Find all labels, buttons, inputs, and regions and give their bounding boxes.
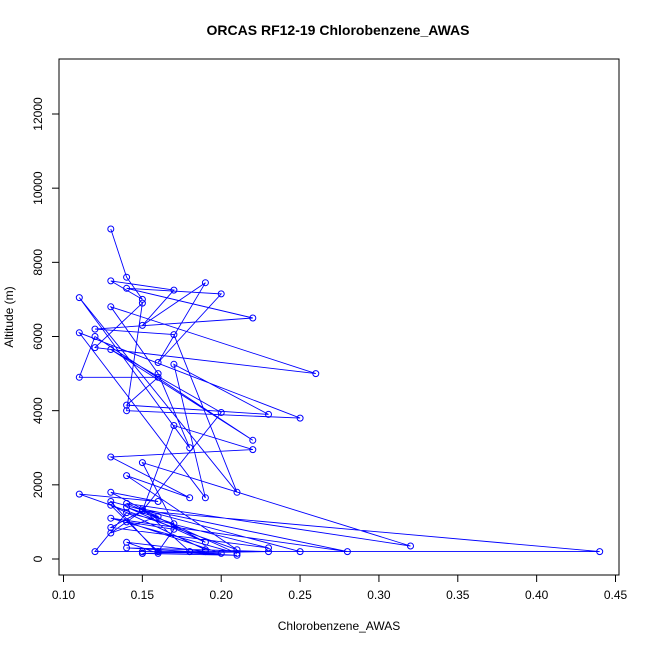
data-point (217, 290, 225, 298)
data-point (107, 488, 115, 496)
data-point (312, 370, 320, 378)
data-point (170, 286, 178, 294)
data-point (296, 548, 304, 556)
data-point (138, 459, 146, 467)
data-point (201, 548, 209, 556)
data-point (170, 331, 178, 339)
data-point (596, 548, 604, 556)
data-point (138, 507, 146, 515)
data-point (91, 344, 99, 352)
x-tick-label: 0.20 (210, 588, 234, 602)
data-point (201, 538, 209, 546)
data-point (233, 488, 241, 496)
y-tick-label: 8000 (31, 249, 45, 276)
data-point (407, 542, 414, 550)
data-point (249, 314, 257, 322)
data-point (75, 490, 83, 498)
data-point (154, 373, 162, 381)
data-point (123, 472, 131, 480)
data-point (217, 409, 225, 416)
data-point (123, 499, 131, 507)
data-point (107, 346, 115, 353)
data-point (107, 498, 115, 505)
y-tick-label: 4000 (31, 397, 45, 424)
x-tick-label: 0.15 (131, 588, 155, 602)
data-point (201, 494, 209, 502)
x-tick-label: 0.45 (604, 588, 628, 602)
data-point (123, 518, 131, 526)
y-tick-label: 12000 (31, 97, 45, 131)
data-point (107, 501, 115, 509)
data-point (170, 360, 178, 368)
series-line (77, 228, 600, 556)
data-point (107, 524, 115, 531)
data-point (201, 279, 209, 287)
data-point (186, 548, 194, 556)
data-point (91, 548, 99, 556)
data-point (91, 333, 99, 340)
data-point (170, 525, 178, 533)
data-point (123, 273, 131, 281)
data-point (123, 544, 131, 552)
data-point (138, 321, 146, 329)
data-point (75, 329, 83, 337)
data-point (107, 303, 115, 311)
data-point (233, 551, 241, 559)
data-point (107, 225, 115, 233)
x-tick-label: 0.25 (288, 588, 312, 602)
data-point (249, 446, 257, 454)
data-point (154, 359, 162, 366)
x-tick-label: 0.10 (52, 588, 76, 602)
data-point (265, 410, 272, 418)
data-point (265, 548, 272, 556)
chart-title: ORCAS RF12-19 Chlorobenzene_AWAS (207, 22, 470, 38)
x-tick-label: 0.40 (525, 588, 549, 602)
y-tick-label: 10000 (31, 171, 45, 205)
data-point (201, 546, 209, 554)
data-point (75, 373, 83, 381)
x-tick-label: 0.35 (446, 588, 470, 602)
data-point (123, 401, 131, 409)
data-point (123, 284, 131, 292)
data-point (154, 512, 162, 520)
y-axis: 0 2000 4000 6000 8000 10000 12000 (31, 97, 60, 562)
y-tick-label: 2000 (31, 471, 45, 498)
data-point (138, 299, 146, 307)
data-point (343, 548, 351, 556)
data-point (154, 498, 162, 505)
data-point (249, 436, 257, 444)
data-point (170, 422, 178, 429)
data-point (123, 503, 131, 511)
y-tick-label: 0 (31, 555, 45, 562)
data-point (107, 514, 115, 522)
data-point (138, 549, 146, 557)
data-point (265, 544, 272, 552)
data-point (138, 505, 146, 513)
data-point (107, 277, 115, 285)
series-layer (75, 225, 604, 559)
y-tick-label: 6000 (31, 323, 45, 350)
data-point (233, 549, 241, 557)
x-axis: 0.10 0.15 0.20 0.25 0.30 0.35 0.40 0.45 (52, 574, 628, 602)
data-point (154, 370, 162, 378)
data-point (296, 414, 304, 422)
data-point (107, 453, 115, 461)
data-point (186, 444, 194, 452)
data-point (154, 548, 162, 556)
data-point (91, 325, 99, 333)
data-point (138, 295, 146, 303)
data-point (123, 509, 131, 517)
data-point (75, 294, 83, 302)
x-axis-label: Chlorobenzene_AWAS (278, 619, 401, 633)
data-point (186, 494, 194, 502)
y-axis-label: Altitude (m) (2, 286, 16, 347)
data-point (217, 549, 225, 557)
x-tick-label: 0.30 (367, 588, 391, 602)
